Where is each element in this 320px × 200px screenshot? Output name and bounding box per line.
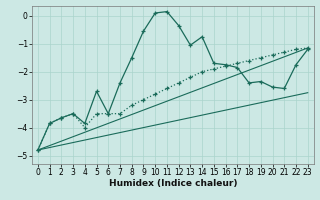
X-axis label: Humidex (Indice chaleur): Humidex (Indice chaleur) bbox=[108, 179, 237, 188]
